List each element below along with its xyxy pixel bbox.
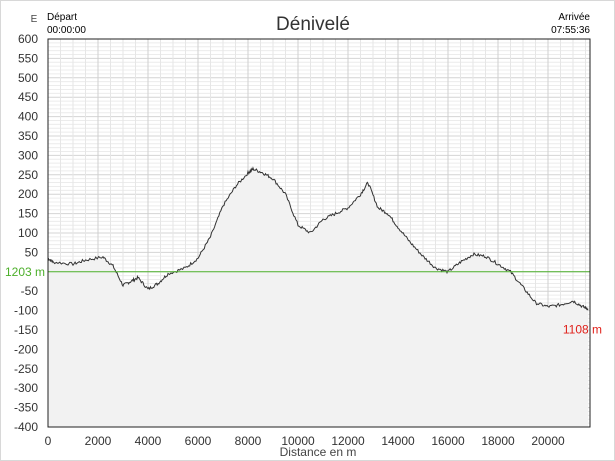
x-axis-label: Distance en m: [280, 445, 357, 459]
y-tick-label: 250: [18, 168, 38, 182]
y-tick-label: -350: [14, 401, 38, 415]
y-tick-label: -50: [21, 284, 39, 298]
plot-border: [47, 38, 591, 428]
y-tick-label: 50: [25, 245, 39, 259]
chart-title: Dénivelé: [276, 14, 350, 35]
y-tick-label: -150: [14, 323, 38, 337]
end-time: 07:55:36: [551, 25, 590, 36]
y-tick-label: -250: [14, 362, 38, 376]
x-tick-label: 8000: [235, 434, 262, 448]
y-tick-label: 350: [18, 129, 38, 143]
y-tick-label: 150: [18, 207, 38, 221]
x-axis: 0 2000 4000 6000 8000 10000 12000 14000 16000 180…: [45, 434, 565, 448]
y-tick-label: 500: [18, 71, 38, 85]
start-label: Départ: [47, 12, 77, 23]
x-tick-label: 12000: [331, 434, 365, 448]
y-tick-label: 450: [18, 90, 38, 104]
y-tick-label: -100: [14, 304, 38, 318]
y-tick-label: -300: [14, 381, 38, 395]
y-tick-label: 100: [18, 226, 38, 240]
y-tick-label: 600: [18, 32, 38, 46]
x-tick-label: 16000: [431, 434, 465, 448]
reference-line-label: 1203 m: [5, 265, 45, 279]
y-tick-label: -200: [14, 342, 38, 356]
y-tick-label: 200: [18, 187, 38, 201]
x-tick-label: 10000: [281, 434, 315, 448]
x-tick-label: 18000: [481, 434, 515, 448]
elevation-line: [47, 166, 589, 311]
y-tick-label: -400: [14, 420, 38, 434]
elevation-area: [48, 168, 588, 427]
x-tick-label: 6000: [185, 434, 212, 448]
start-time: 00:00:00: [47, 25, 86, 36]
x-tick-label: 0: [45, 434, 52, 448]
x-tick-label: 20000: [531, 434, 565, 448]
y-axis-label: E: [31, 14, 38, 25]
y-axis: 600 550 500 450 400 350 300 250 200 150 100 50 -50 -1…: [14, 32, 38, 434]
x-tick-label: 2000: [85, 434, 112, 448]
x-tick-label: 14000: [381, 434, 415, 448]
x-tick-label: 4000: [135, 434, 162, 448]
y-tick-label: 550: [18, 51, 38, 65]
end-label: Arrivée: [558, 12, 590, 23]
y-tick-label: 300: [18, 148, 38, 162]
end-elevation-label: 1108 m: [563, 323, 602, 337]
y-tick-label: 400: [18, 110, 38, 124]
